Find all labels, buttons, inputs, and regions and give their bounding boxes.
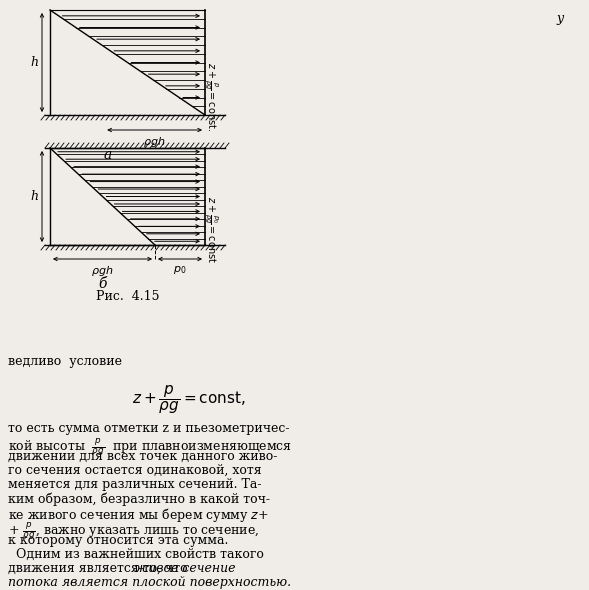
Text: + $\frac{p}{\rho g}$, важно указать лишь то сечение,: + $\frac{p}{\rho g}$, важно указать лишь… xyxy=(8,520,259,542)
Text: $z + \dfrac{p}{\rho g} = \mathrm{const,}$: $z + \dfrac{p}{\rho g} = \mathrm{const,}… xyxy=(132,383,245,416)
Text: ке живого сечения мы берем сумму $z$+: ке живого сечения мы берем сумму $z$+ xyxy=(8,506,269,524)
Text: a: a xyxy=(104,148,112,162)
Text: у: у xyxy=(557,12,564,25)
Text: $p_0$: $p_0$ xyxy=(173,264,187,276)
Text: ведливо  условие: ведливо условие xyxy=(8,355,122,368)
Text: живое сечение: живое сечение xyxy=(134,562,236,575)
Text: к которому относится эта сумма.: к которому относится эта сумма. xyxy=(8,534,229,547)
Text: Рис.  4.15: Рис. 4.15 xyxy=(96,290,159,303)
Text: го сечения остается одинаковой, хотя: го сечения остается одинаковой, хотя xyxy=(8,464,262,477)
Text: ким образом, безразлично в какой точ-: ким образом, безразлично в какой точ- xyxy=(8,492,270,506)
Text: h: h xyxy=(30,190,38,203)
Text: $\rho g h$: $\rho g h$ xyxy=(91,264,114,278)
Text: б: б xyxy=(98,277,107,291)
Text: $\rho g h$: $\rho g h$ xyxy=(143,135,166,149)
Text: $z + \frac{p_0}{\rho g} = \mathrm{const}$: $z + \frac{p_0}{\rho g} = \mathrm{const}… xyxy=(202,196,220,264)
Text: меняется для различных сечений. Та-: меняется для различных сечений. Та- xyxy=(8,478,262,491)
Text: движения является то, что: движения является то, что xyxy=(8,562,191,575)
Text: движении для всех точек данного живо-: движении для всех точек данного живо- xyxy=(8,450,277,463)
Text: h: h xyxy=(30,56,38,69)
Text: $z + \frac{p}{\rho g} = \mathrm{const.}$: $z + \frac{p}{\rho g} = \mathrm{const.}$ xyxy=(202,63,220,132)
Text: кой высоты  $\frac{p}{\rho g}$  при плавноизменяющемся: кой высоты $\frac{p}{\rho g}$ при плавно… xyxy=(8,436,292,458)
Text: потока является плоской поверхностью.: потока является плоской поверхностью. xyxy=(8,576,291,589)
Text: Одним из важнейших свойств такого: Одним из важнейших свойств такого xyxy=(8,548,264,561)
Text: то есть сумма отметки z и пьезометричес-: то есть сумма отметки z и пьезометричес- xyxy=(8,422,290,435)
